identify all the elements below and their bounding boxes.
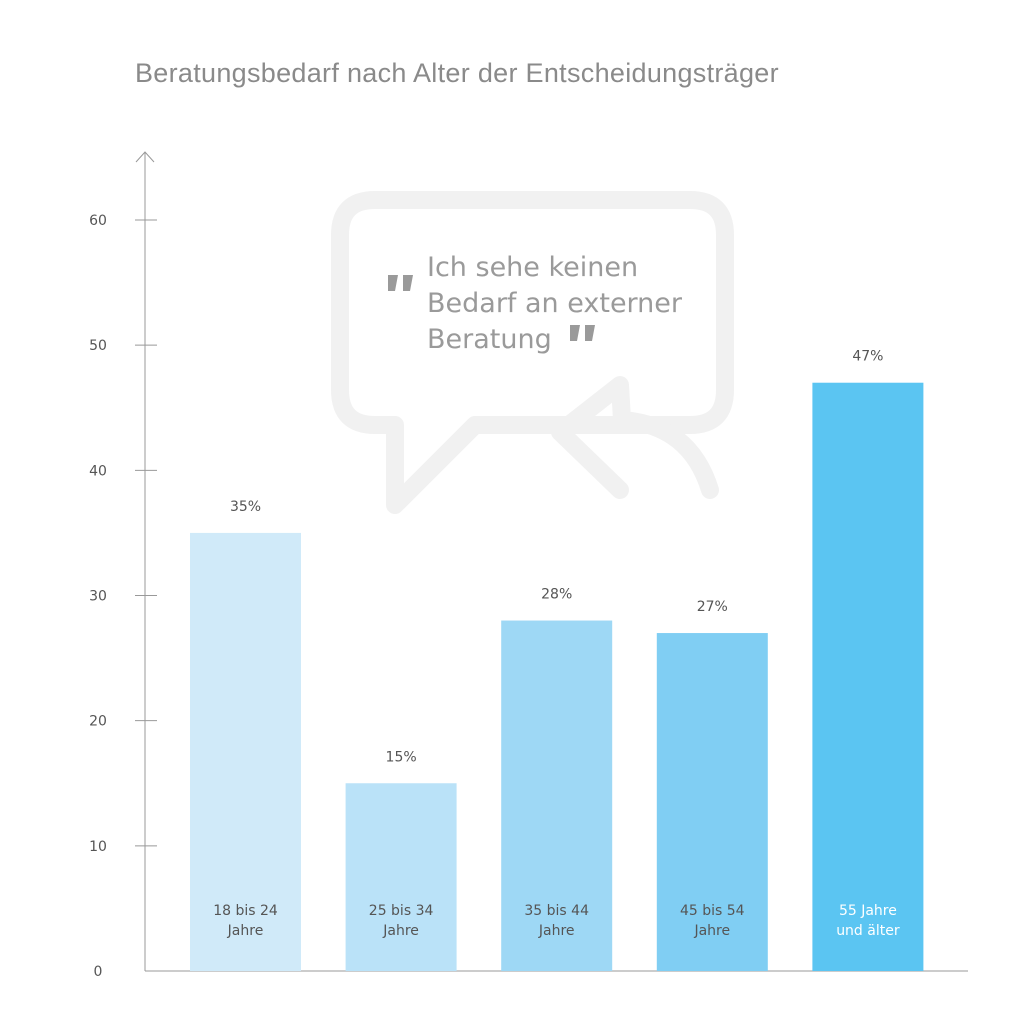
category-label: 55 Jahre — [839, 903, 897, 919]
annotation-line: Ich sehe keinen — [427, 252, 638, 283]
category-label: und älter — [836, 923, 900, 939]
chart-title: Beratungsbedarf nach Alter der Entscheid… — [135, 58, 779, 88]
y-tick-label: 0 — [94, 964, 103, 980]
y-tick-label: 10 — [89, 839, 107, 855]
category-label: 45 bis 54 — [680, 903, 745, 919]
category-label: Jahre — [227, 923, 264, 939]
speech-bubble — [331, 191, 734, 514]
category-label: 18 bis 24 — [213, 903, 278, 919]
y-tick-label: 30 — [89, 589, 107, 605]
y-axis-arrow-icon — [135, 151, 155, 163]
category-label: Jahre — [382, 923, 419, 939]
category-label: 25 bis 34 — [369, 903, 434, 919]
data-label: 27% — [697, 599, 728, 615]
y-tick-label: 40 — [89, 463, 107, 479]
reply-arrow-icon — [551, 376, 719, 499]
category-label: Jahre — [538, 923, 575, 939]
speech-bubble-outline — [331, 191, 734, 514]
close-quote-icon — [570, 325, 595, 341]
annotation-line: Bedarf an externer — [427, 288, 683, 319]
bar — [345, 783, 457, 971]
data-label: 28% — [541, 587, 572, 603]
bar — [812, 382, 924, 971]
data-label: 47% — [852, 349, 883, 365]
category-label: Jahre — [693, 923, 730, 939]
annotation-line: Beratung — [427, 324, 552, 355]
y-tick-label: 50 — [89, 338, 107, 354]
category-label: 35 bis 44 — [524, 903, 589, 919]
bar — [501, 620, 613, 971]
bar — [656, 633, 768, 971]
bar — [190, 532, 301, 971]
y-tick-label: 20 — [89, 714, 107, 730]
data-label: 15% — [386, 749, 417, 765]
y-tick-label: 60 — [89, 213, 107, 229]
data-label: 35% — [230, 499, 261, 515]
open-quote-icon — [388, 275, 413, 291]
